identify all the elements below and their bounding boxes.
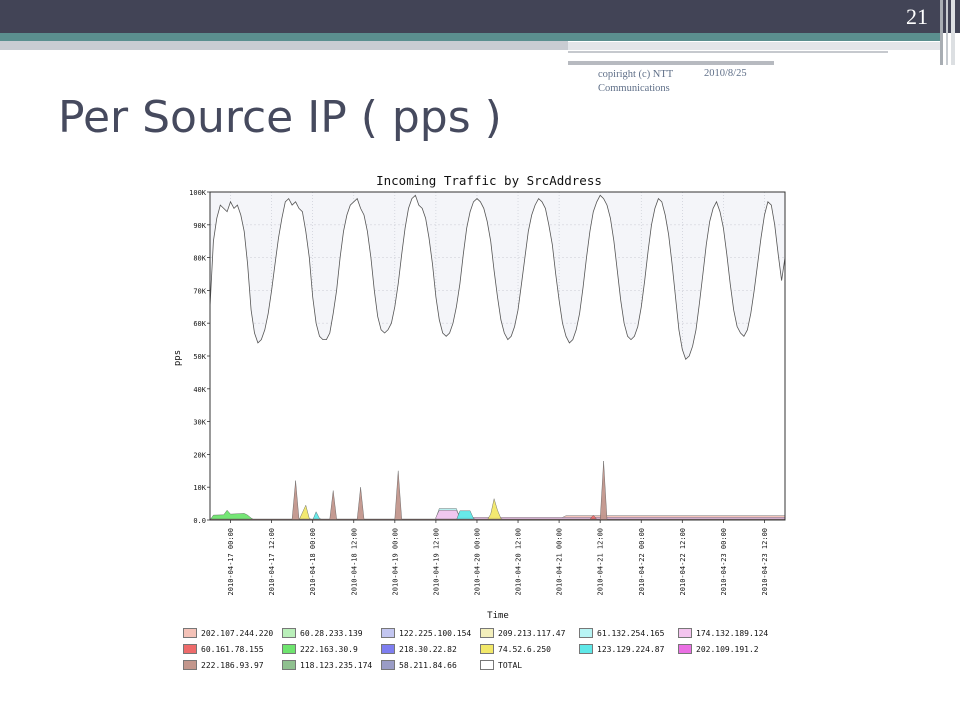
y-tick-label: 80K	[193, 255, 206, 263]
legend-label: 222.186.93.97	[201, 660, 264, 670]
legend-label: 202.107.244.220	[201, 628, 274, 638]
legend-item: TOTAL	[480, 659, 522, 671]
legend-label: 74.52.6.250	[498, 644, 551, 654]
series-total-line	[209, 194, 786, 361]
plot-frame	[209, 191, 786, 521]
legend-swatch	[282, 644, 296, 654]
legend-swatch	[480, 644, 494, 654]
legend-swatch	[381, 644, 395, 654]
legend-label: 218.30.22.82	[399, 644, 457, 654]
legend-label: 122.225.100.154	[399, 628, 472, 638]
legend-item: 222.186.93.97	[183, 659, 264, 671]
header-rule	[568, 61, 774, 65]
header-gray-band	[0, 41, 568, 50]
legend-item: 209.213.117.47	[480, 627, 565, 639]
legend-swatch	[381, 660, 395, 670]
legend-item: 118.123.235.174	[282, 659, 372, 671]
legend-swatch	[183, 628, 197, 638]
legend-item: 74.52.6.250	[480, 643, 551, 655]
legend-item: 202.109.191.2	[678, 643, 759, 655]
legend-item: 122.225.100.154	[381, 627, 471, 639]
x-tick-label: 2010-04-18 00:00	[309, 528, 317, 595]
legend-item: 123.129.224.87	[579, 643, 664, 655]
y-tick-label: 0.0	[193, 517, 206, 525]
x-tick-label: 2010-04-21 00:00	[556, 528, 564, 595]
slide-number: 21	[906, 4, 928, 29]
x-tick-label: 2010-04-17 12:00	[268, 528, 276, 595]
legend-swatch	[579, 628, 593, 638]
legend-item: 174.132.189.124	[678, 627, 768, 639]
legend-label: 118.123.235.174	[300, 660, 373, 670]
x-tick-label: 2010-04-20 12:00	[515, 528, 523, 595]
chart-title: Incoming Traffic by SrcAddress	[376, 173, 602, 188]
series-area-222.186.93.97	[209, 460, 786, 521]
page-title: Per Source IP ( pps )	[58, 92, 502, 143]
legend-swatch	[480, 628, 494, 638]
legend-item: 61.132.254.165	[579, 627, 664, 639]
y-tick-label: 20K	[193, 451, 206, 459]
legend-label: 60.28.233.139	[300, 628, 363, 638]
legend-label: 123.129.224.87	[597, 644, 665, 654]
series-total-area	[210, 195, 785, 521]
x-tick-label: 2010-04-18 12:00	[350, 528, 358, 595]
legend-swatch	[282, 628, 296, 638]
header-rule	[568, 51, 888, 53]
legend-swatch	[381, 628, 395, 638]
legend-item: 218.30.22.82	[381, 643, 457, 655]
y-tick-label: 40K	[193, 386, 206, 394]
x-axis-label: Time	[487, 611, 509, 620]
y-tick-label: 90K	[193, 222, 206, 230]
legend-label: 222.163.30.9	[300, 644, 358, 654]
legend-swatch	[579, 644, 593, 654]
legend-swatch	[183, 660, 197, 670]
x-tick-label: 2010-04-21 12:00	[597, 528, 605, 595]
traffic-chart: 0.0 10K 20K 30K 40K 50K 60K 70K 80K 90K 100K 2010-0…	[160, 168, 790, 620]
legend-label: 61.132.254.165	[597, 628, 665, 638]
legend-item: 58.211.84.66	[381, 659, 457, 671]
slide-date: 2010/8/25	[704, 68, 747, 79]
header-rule	[568, 42, 940, 50]
legend-label: TOTAL	[498, 660, 523, 670]
copyright-notice: copiright (c) NTT Communications	[598, 69, 674, 94]
y-tick-label: 70K	[193, 287, 206, 295]
x-tick-label: 2010-04-23 12:00	[761, 528, 769, 595]
y-axis-label: pps	[173, 350, 183, 366]
legend-label: 209.213.117.47	[498, 628, 566, 638]
x-tick-label: 2010-04-19 00:00	[391, 528, 399, 595]
x-tick-label: 2010-04-23 00:00	[720, 528, 728, 595]
axes: 0.0 10K 20K 30K 40K 50K 60K 70K 80K 90K 100K 2010-0…	[189, 189, 786, 595]
x-tick-label: 2010-04-22 00:00	[638, 528, 646, 595]
x-tick-label: 2010-04-22 12:00	[679, 528, 687, 595]
header-stripe	[946, 0, 948, 65]
legend-label: 58.211.84.66	[399, 660, 457, 670]
x-tick-label: 2010-04-17 00:00	[227, 528, 235, 595]
x-tick-label: 2010-04-20 00:00	[473, 528, 481, 595]
y-tick-label: 60K	[193, 320, 206, 328]
legend-label: 174.132.189.124	[696, 628, 769, 638]
legend-label: 60.161.78.155	[201, 644, 264, 654]
legend-label: 202.109.191.2	[696, 644, 759, 654]
legend-swatch	[282, 660, 296, 670]
chart-legend: 202.107.244.220 60.28.233.139 122.225.100.…	[183, 627, 783, 675]
legend-item: 60.28.233.139	[282, 627, 363, 639]
legend-item: 60.161.78.155	[183, 643, 264, 655]
header-accent-band	[0, 33, 940, 41]
y-tick-label: 50K	[193, 353, 206, 361]
legend-swatch	[480, 660, 494, 670]
y-tick-label: 30K	[193, 419, 206, 427]
legend-item: 222.163.30.9	[282, 643, 358, 655]
header-stripe	[951, 0, 955, 65]
x-tick-label: 2010-04-19 12:00	[432, 528, 440, 595]
header-bar	[0, 0, 960, 33]
header-stripe	[940, 0, 943, 65]
legend-item: 202.107.244.220	[183, 627, 273, 639]
legend-swatch	[678, 644, 692, 654]
y-tick-label: 100K	[189, 189, 207, 197]
legend-swatch	[183, 644, 197, 654]
legend-swatch	[678, 628, 692, 638]
y-tick-label: 10K	[193, 484, 206, 492]
